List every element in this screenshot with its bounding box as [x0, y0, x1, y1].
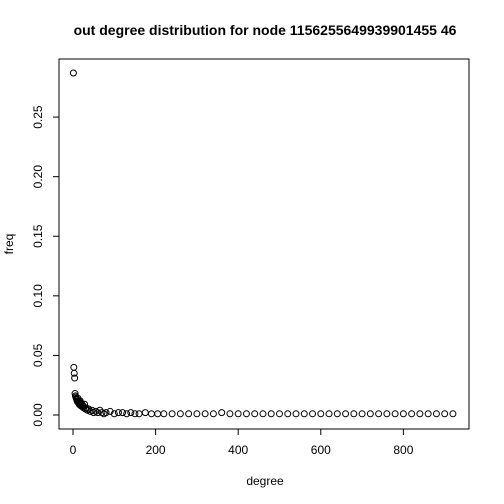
x-axis: 0 200 400 600 800 — [70, 428, 414, 457]
data-point — [86, 407, 94, 415]
data-point — [383, 410, 391, 418]
x-tick-label: 800 — [393, 443, 413, 457]
x-tick-label: 400 — [228, 443, 248, 457]
data-point — [127, 409, 135, 417]
data-point — [284, 410, 292, 418]
y-tick-label: 0.20 — [31, 165, 45, 189]
data-point — [251, 410, 259, 418]
data-point — [135, 410, 143, 418]
data-points — [69, 69, 457, 418]
x-tick-label: 600 — [311, 443, 331, 457]
data-point — [123, 410, 131, 418]
data-point — [160, 410, 168, 418]
data-point — [96, 406, 104, 414]
y-tick-label: 0.05 — [31, 343, 45, 367]
data-point — [432, 410, 440, 418]
data-point — [131, 410, 139, 418]
data-point — [154, 410, 162, 418]
data-point — [309, 410, 317, 418]
data-point — [209, 410, 217, 418]
data-point — [292, 410, 300, 418]
y-tick-label: 0.00 — [31, 403, 45, 427]
data-point — [317, 410, 325, 418]
data-point — [267, 410, 275, 418]
x-tick-label: 200 — [146, 443, 166, 457]
data-point — [70, 369, 78, 377]
data-point — [193, 410, 201, 418]
x-axis-label: degree — [246, 474, 284, 488]
data-point — [81, 400, 89, 408]
data-point — [80, 404, 88, 412]
data-point — [325, 410, 333, 418]
y-tick-label: 0.15 — [31, 224, 45, 248]
data-point — [102, 409, 110, 417]
data-point — [424, 410, 432, 418]
data-point — [333, 410, 341, 418]
data-point — [110, 410, 118, 418]
data-point — [242, 410, 250, 418]
data-point — [259, 410, 267, 418]
plot-frame — [58, 58, 470, 430]
data-point — [275, 410, 283, 418]
data-point — [358, 410, 366, 418]
chart-title: out degree distribution for node 1156255… — [74, 22, 457, 38]
data-point — [141, 409, 149, 417]
data-point — [69, 69, 77, 77]
y-axis: 0.00 0.05 0.10 0.15 0.20 0.25 — [31, 105, 60, 427]
y-axis-label: freq — [2, 234, 16, 255]
data-point — [300, 410, 308, 418]
data-point — [70, 363, 78, 371]
data-point — [366, 410, 374, 418]
data-point — [176, 410, 184, 418]
data-point — [342, 410, 350, 418]
data-point — [147, 410, 155, 418]
x-tick-label: 0 — [70, 443, 77, 457]
data-point — [226, 410, 234, 418]
data-point — [375, 410, 383, 418]
data-point — [441, 410, 449, 418]
data-point — [71, 374, 79, 382]
data-point — [114, 409, 122, 417]
data-point — [408, 410, 416, 418]
data-point — [119, 409, 127, 417]
data-point — [399, 410, 407, 418]
y-tick-label: 0.10 — [31, 284, 45, 308]
data-point — [234, 410, 242, 418]
data-point — [168, 410, 176, 418]
data-point — [416, 410, 424, 418]
data-point — [350, 410, 358, 418]
data-point — [218, 409, 226, 417]
data-point — [391, 410, 399, 418]
data-point — [185, 410, 193, 418]
data-point — [449, 410, 457, 418]
data-point — [201, 410, 209, 418]
y-tick-label: 0.25 — [31, 105, 45, 129]
